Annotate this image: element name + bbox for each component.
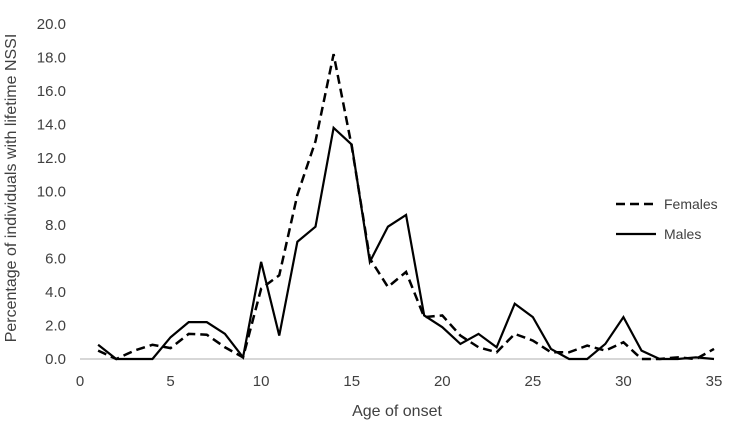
y-tick-label: 16.0 — [37, 83, 66, 100]
x-tick-label: 25 — [525, 373, 542, 390]
legend-label-males: Males — [664, 226, 701, 242]
x-axis-title: Age of onset — [352, 403, 442, 420]
series-line-males — [97, 125, 715, 361]
y-tick-label: 2.0 — [45, 318, 66, 335]
x-tick-label: 0 — [76, 373, 84, 390]
x-tick-label: 10 — [253, 373, 270, 390]
x-tick-label: 35 — [706, 373, 723, 390]
series-line-females — [97, 53, 715, 361]
y-tick-label: 12.0 — [37, 150, 66, 167]
y-tick-label: 20.0 — [37, 16, 66, 33]
x-axis-ticks: 0 5 10 15 20 25 30 35 — [76, 373, 723, 390]
y-tick-label: 6.0 — [45, 251, 66, 268]
y-tick-label: 10.0 — [37, 184, 66, 201]
y-axis-ticks: 0.0 2.0 4.0 6.0 8.0 10.0 12.0 14.0 16.0 18.0 20.0 — [37, 16, 66, 368]
x-tick-label: 5 — [166, 373, 174, 390]
legend: Females Males — [616, 196, 718, 242]
y-tick-label: 14.0 — [37, 117, 66, 134]
legend-label-females: Females — [664, 196, 718, 212]
x-tick-label: 20 — [434, 373, 451, 390]
y-tick-label: 18.0 — [37, 50, 66, 67]
series-layer — [97, 53, 715, 361]
y-axis-title: Percentage of individuals with lifetime … — [3, 34, 20, 343]
y-tick-label: 4.0 — [45, 284, 66, 301]
x-tick-label: 15 — [343, 373, 360, 390]
y-tick-label: 8.0 — [45, 217, 66, 234]
y-tick-label: 0.0 — [45, 351, 66, 368]
x-tick-label: 30 — [615, 373, 632, 390]
